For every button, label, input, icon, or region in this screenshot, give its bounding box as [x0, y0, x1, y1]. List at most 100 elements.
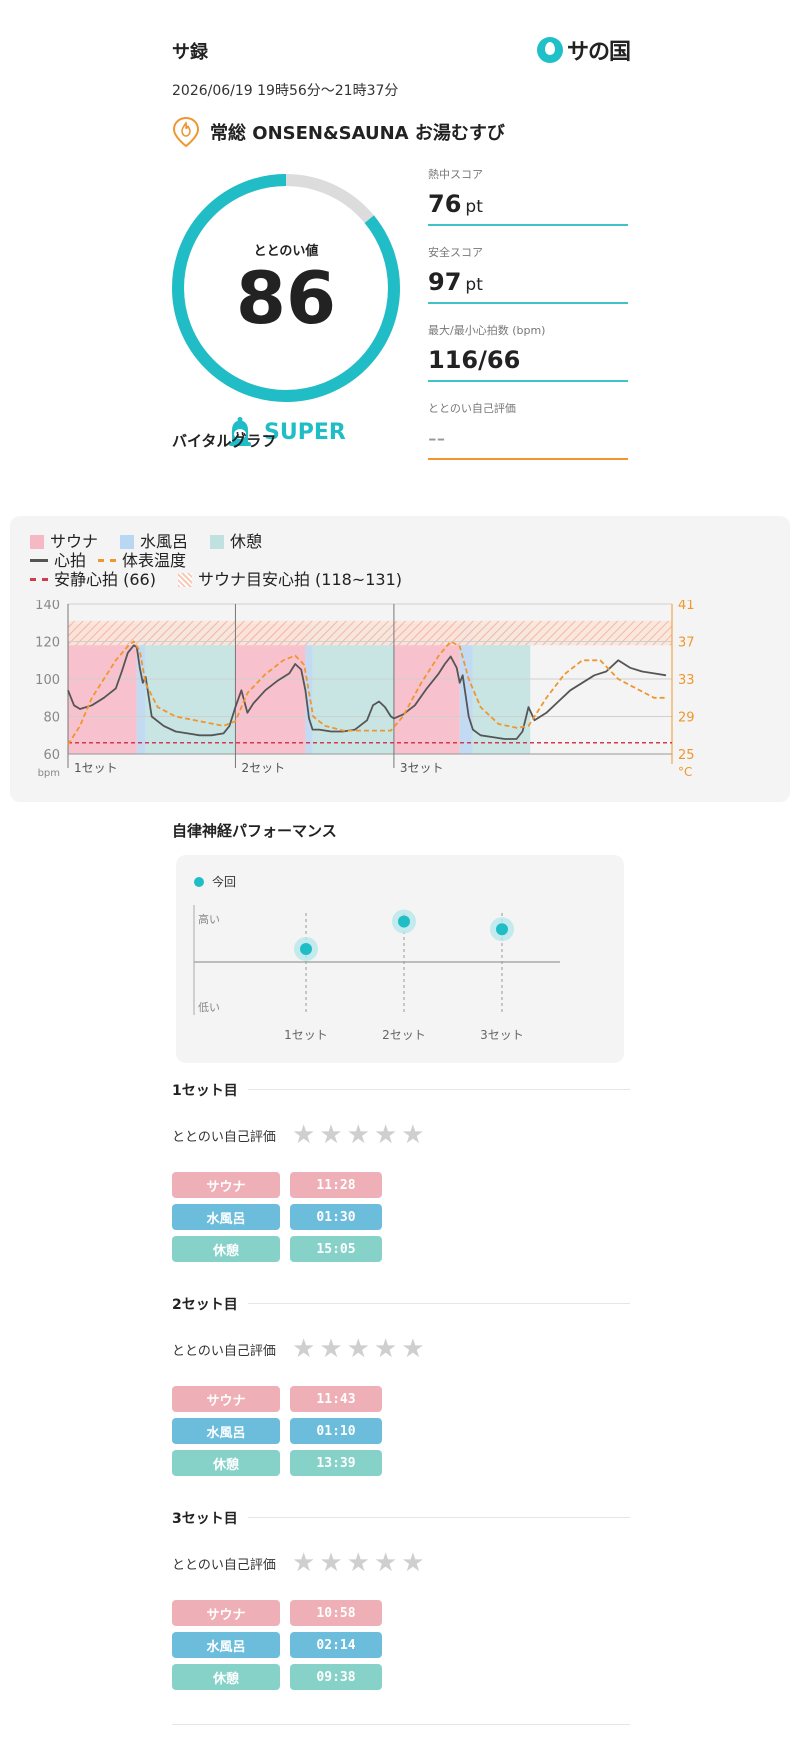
star-icon[interactable]: ★: [401, 1548, 425, 1578]
gauge-arc: [172, 174, 400, 402]
star-rating[interactable]: ★ ★ ★ ★ ★: [292, 1336, 425, 1362]
star-icon[interactable]: ★: [373, 1548, 398, 1578]
y-right-tick: 41: [678, 600, 695, 613]
facility-row[interactable]: 常総 ONSEN&SAUNA お湯むすび: [172, 116, 505, 148]
legend-dot: [194, 876, 204, 887]
eval-label: ととのい自己評価: [172, 1557, 276, 1573]
phase-time: 13:39: [290, 1450, 382, 1476]
star-icon[interactable]: ★: [401, 1334, 425, 1364]
legend-label: 今回: [212, 875, 237, 889]
phase-label: 水風呂: [172, 1418, 280, 1444]
phase-label: 休憩: [172, 1450, 280, 1476]
rank-badge: SUPER: [226, 416, 346, 448]
y-label-low: 低い: [198, 1001, 220, 1014]
score-value: 116/66: [428, 346, 521, 374]
segment-rest: [145, 624, 236, 754]
star-icon[interactable]: ★: [373, 1120, 398, 1150]
set-3-block: 3セット目 ととのい自己評価 ★ ★ ★ ★ ★ サウナ 10:58 水風呂 02:14 休…: [172, 1508, 630, 1696]
legend-temperature: 体表温度: [98, 551, 186, 570]
star-icon[interactable]: ★: [292, 1334, 316, 1364]
star-icon[interactable]: ★: [292, 1548, 316, 1578]
autonomic-title: 自律神経パフォーマンス: [172, 822, 337, 840]
segment-sauna: [235, 624, 306, 754]
set-label: 1セット: [74, 761, 118, 775]
eval-label: ととのい自己評価: [172, 1129, 276, 1145]
category-label: 2セット: [382, 1028, 426, 1042]
autonomic-legend: 今回: [194, 873, 236, 890]
phase-time: 01:10: [290, 1418, 382, 1444]
score-value: 97 pt: [428, 268, 483, 296]
phase-label: 休憩: [172, 1664, 280, 1690]
water-drop-icon: [536, 37, 563, 63]
y-left-unit: bpm: [38, 768, 60, 779]
segment-mizu: [305, 624, 313, 754]
score-underline: [428, 224, 628, 226]
phase-row-mizu: 水風呂 01:30: [172, 1204, 630, 1230]
star-rating[interactable]: ★ ★ ★ ★ ★: [292, 1122, 425, 1148]
star-icon[interactable]: ★: [319, 1548, 343, 1578]
eval-label: ととのい自己評価: [172, 1343, 276, 1359]
star-rating[interactable]: ★ ★ ★ ★ ★: [292, 1550, 425, 1576]
set-eval-row: ととのい自己評価 ★ ★ ★ ★ ★: [172, 1548, 630, 1578]
phase-label: 水風呂: [172, 1632, 280, 1658]
score-underline: [428, 302, 628, 304]
totonoi-label: ととのい値: [253, 244, 319, 259]
category-label: 1セット: [284, 1028, 328, 1042]
totonoi-gauge: [172, 174, 400, 402]
set-label: 3セット: [400, 761, 444, 775]
star-icon[interactable]: ★: [373, 1334, 398, 1364]
phase-row-rest: 休憩 13:39: [172, 1450, 630, 1476]
star-icon[interactable]: ★: [319, 1334, 343, 1364]
heat-score: 熱中スコア 76 pt: [428, 166, 628, 244]
score-underline: [428, 380, 628, 382]
heart-rate-range: 最大/最小心拍数 (bpm) 116/66: [428, 322, 628, 400]
vital-graph-card: サウナ 水風呂 休憩 心拍 体表温度 安静心拍 (66) サウナ目安心拍 (11…: [10, 516, 790, 802]
set-1-block: 1セット目 ととのい自己評価 ★ ★ ★ ★ ★ サウナ 11:28 水風呂 01:30 休…: [172, 1080, 630, 1268]
star-icon[interactable]: ★: [401, 1120, 425, 1150]
app-header: サ録 サの国: [172, 36, 631, 66]
segment-sauna: [68, 624, 137, 754]
star-icon[interactable]: ★: [319, 1120, 343, 1150]
vital-chart: 140 120 100 80 60 41 37 33 29 25 bpm °C 1セット 2セット 3セット: [35, 600, 695, 779]
logo-text: サの国: [566, 40, 631, 65]
phase-time: 02:14: [290, 1632, 382, 1658]
star-icon[interactable]: ★: [292, 1120, 316, 1150]
set-eval-row: ととのい自己評価 ★ ★ ★ ★ ★: [172, 1120, 630, 1150]
y-label-high: 高い: [198, 912, 220, 926]
set-2-block: 2セット目 ととのい自己評価 ★ ★ ★ ★ ★ サウナ 11:43 水風呂 01:10 休…: [172, 1294, 630, 1482]
legend-resting-hr: 安静心拍 (66): [30, 570, 156, 589]
star-icon[interactable]: ★: [346, 1548, 370, 1578]
data-point: [300, 943, 312, 955]
phase-row-rest: 休憩 09:38: [172, 1664, 630, 1690]
phase-time: 11:28: [290, 1172, 382, 1198]
y-right-tick: 29: [678, 711, 695, 726]
legend-heart-rate: 心拍: [30, 551, 86, 570]
set-label: 2セット: [241, 761, 285, 775]
phase-label: サウナ: [172, 1386, 280, 1412]
vital-legend: サウナ 水風呂 休憩 心拍 体表温度 安静心拍 (66) サウナ目安心拍 (11…: [30, 532, 416, 589]
star-icon[interactable]: ★: [346, 1334, 370, 1364]
segment-rest: [312, 624, 394, 754]
y-right-tick: 37: [678, 636, 695, 651]
score-value: 76 pt: [428, 190, 483, 218]
phase-label: 水風呂: [172, 1204, 280, 1230]
totonoi-value: 86: [235, 256, 337, 340]
category-label: 3セット: [480, 1028, 524, 1042]
bell-mascot-icon: [229, 417, 251, 446]
app-title: サ録: [172, 42, 208, 63]
y-right-unit: °C: [678, 765, 692, 779]
set-title: 1セット目: [172, 1080, 248, 1100]
score-label: 最大/最小心拍数 (bpm): [428, 324, 546, 337]
y-left-tick: 120: [35, 636, 60, 651]
phase-time: 10:58: [290, 1600, 382, 1626]
score-label: 熱中スコア: [428, 168, 483, 181]
legend-rest: 休憩: [210, 532, 262, 551]
data-point: [398, 915, 410, 928]
bottom-divider: [172, 1724, 630, 1725]
phase-time: 01:30: [290, 1204, 382, 1230]
score-label: ととのい自己評価: [428, 402, 516, 415]
self-evaluation[interactable]: ととのい自己評価 --: [428, 400, 628, 478]
star-icon[interactable]: ★: [346, 1120, 370, 1150]
phase-time: 15:05: [290, 1236, 382, 1262]
y-left-tick: 100: [35, 673, 60, 688]
